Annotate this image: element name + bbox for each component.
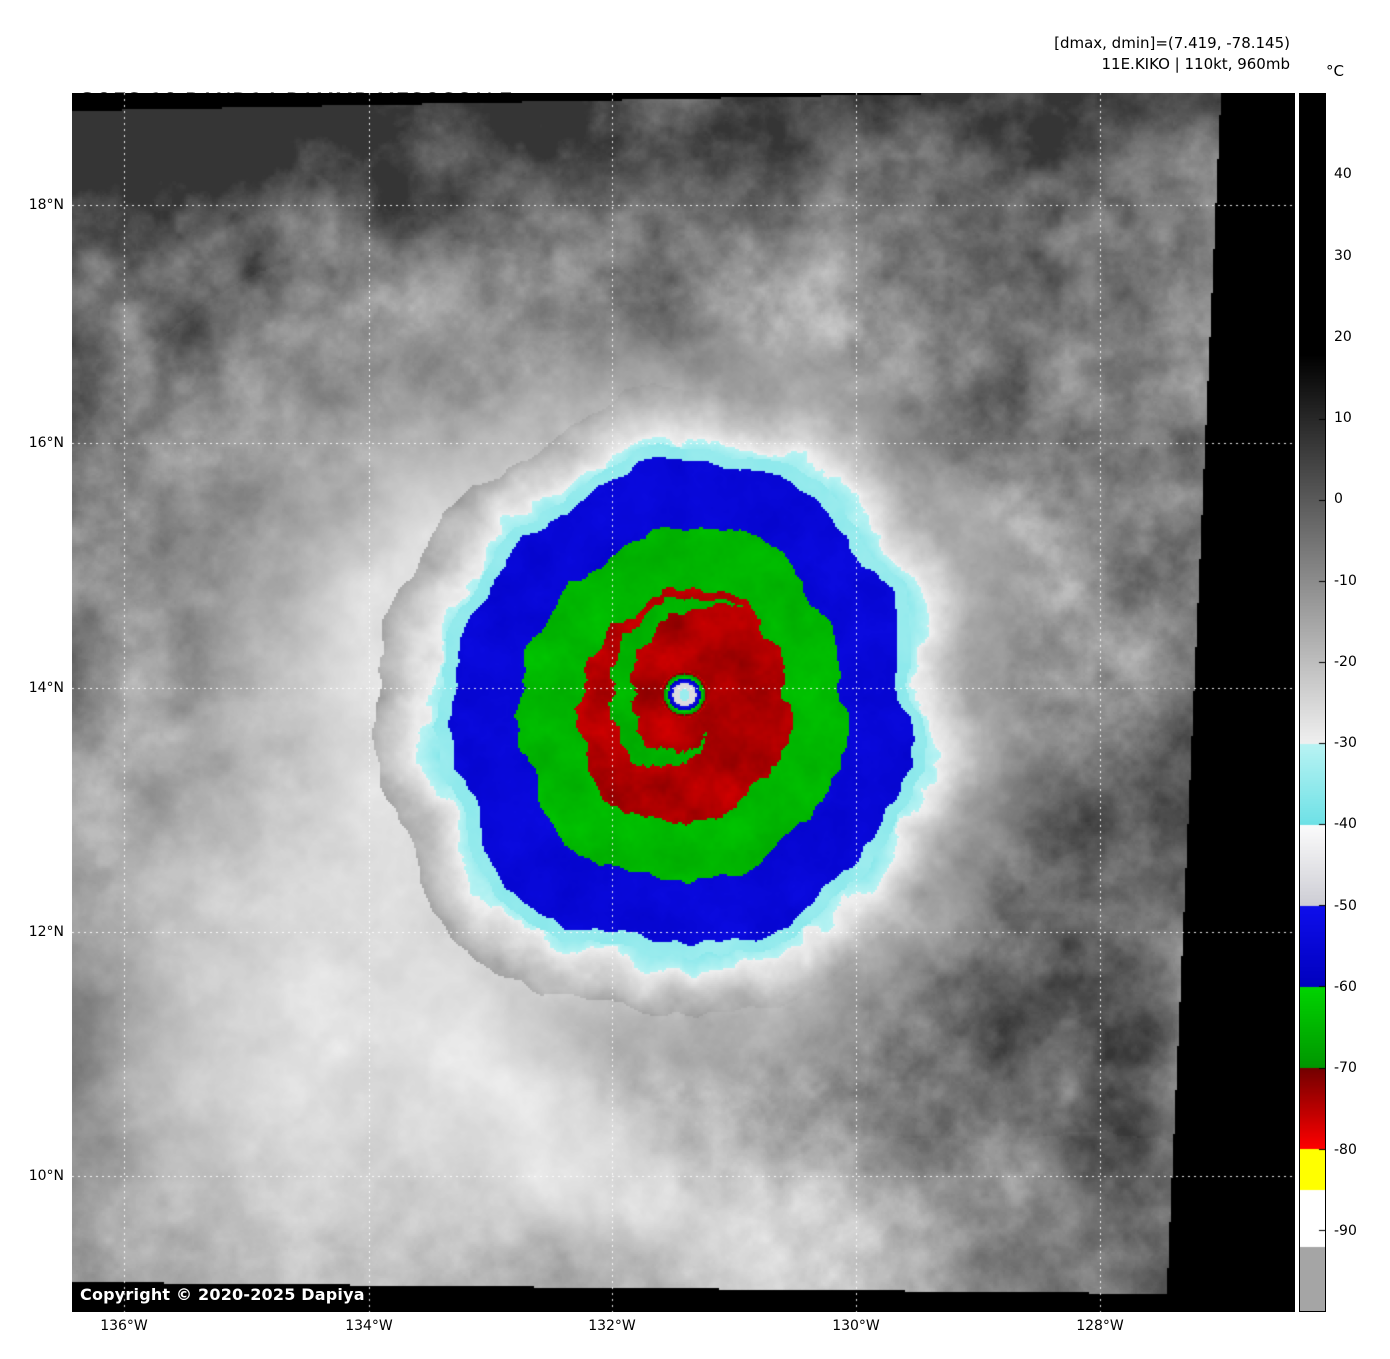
- colorbar-tick-label: -10: [1334, 573, 1357, 589]
- colorbar-tick-label: 0: [1334, 491, 1343, 507]
- colorbar-tick-label: -20: [1334, 654, 1357, 670]
- lat-label: 18°N: [28, 197, 64, 213]
- colorbar-tick-label: -60: [1334, 979, 1357, 995]
- copyright-label: Copyright © 2020-2025 Dapiya: [80, 1285, 365, 1304]
- lat-label: 14°N: [28, 680, 64, 696]
- colorbar-tick-label: -80: [1334, 1142, 1357, 1158]
- colorbar-tick-label: -90: [1334, 1223, 1357, 1239]
- dmax-dmin-label: [dmax, dmin]=(7.419, -78.145): [1054, 34, 1290, 52]
- lat-label: 16°N: [28, 435, 64, 451]
- lon-label: 136°W: [100, 1318, 148, 1334]
- colorbar-tick-label: -40: [1334, 816, 1357, 832]
- colorbar: [1299, 93, 1326, 1312]
- lat-label: 12°N: [28, 924, 64, 940]
- colorbar-tick-label: 10: [1334, 410, 1352, 426]
- colorbar-unit-label: °C: [1326, 62, 1344, 80]
- satellite-image-canvas: [72, 93, 1295, 1312]
- colorbar-tick-label: 40: [1334, 166, 1352, 182]
- colorbar-canvas: [1300, 94, 1325, 1311]
- colorbar-tick-label: -30: [1334, 735, 1357, 751]
- colorbar-tick-label: 30: [1334, 248, 1352, 264]
- lon-label: 128°W: [1076, 1318, 1124, 1334]
- colorbar-tick-label: 20: [1334, 329, 1352, 345]
- lon-label: 130°W: [832, 1318, 880, 1334]
- lon-label: 132°W: [588, 1318, 636, 1334]
- lat-label: 10°N: [28, 1168, 64, 1184]
- lon-label: 134°W: [345, 1318, 393, 1334]
- map-plot-area: [72, 93, 1295, 1312]
- colorbar-tick-label: -50: [1334, 898, 1357, 914]
- header-right: [dmax, dmin]=(7.419, -78.145) 11E.KIKO |…: [1054, 33, 1290, 75]
- storm-info-label: 11E.KIKO | 110kt, 960mb: [1101, 55, 1290, 73]
- colorbar-tick-label: -70: [1334, 1060, 1357, 1076]
